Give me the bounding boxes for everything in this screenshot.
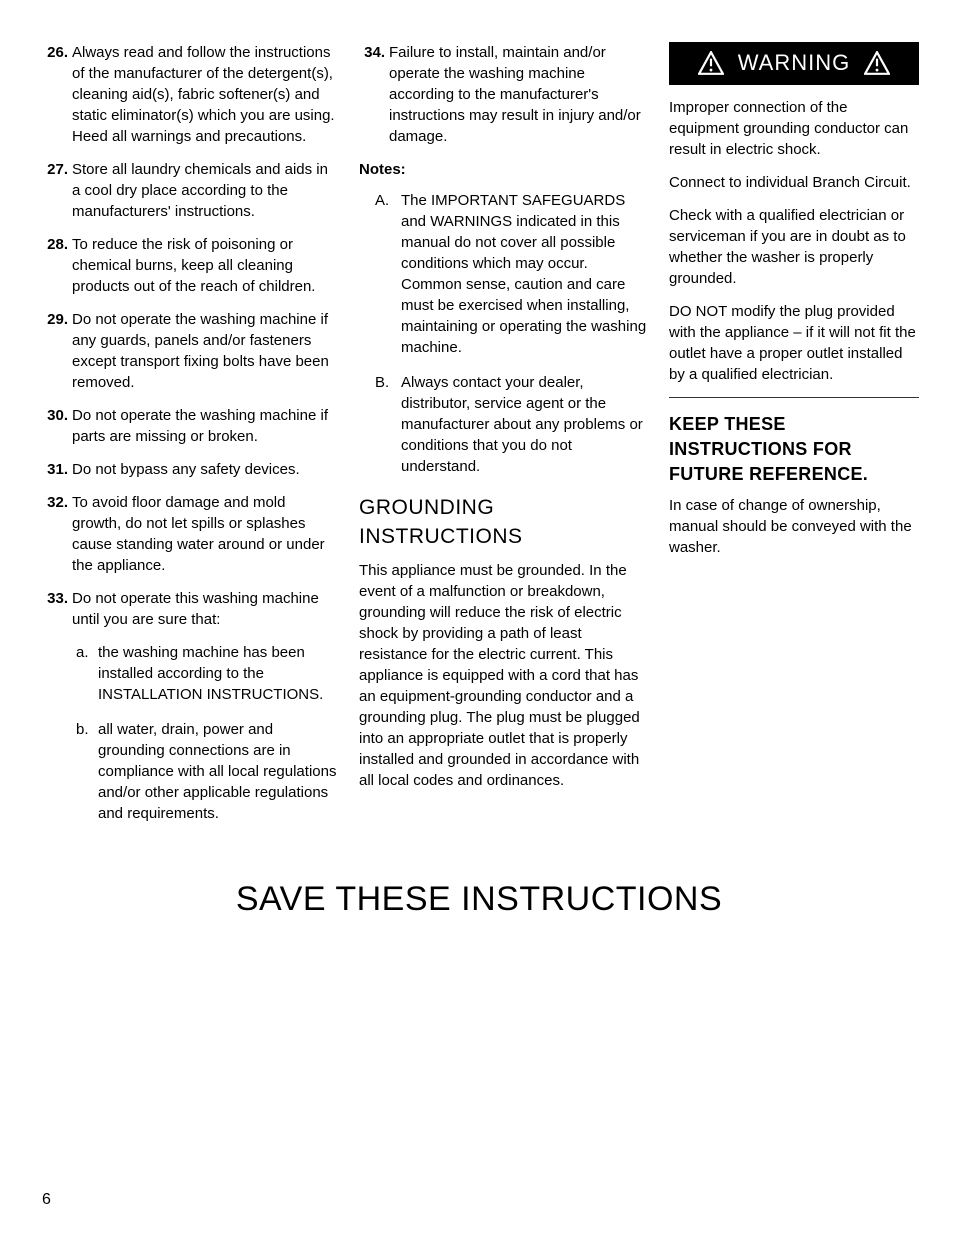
list-item: 33. Do not operate this washing machine … <box>42 588 337 838</box>
item-number: 26. <box>42 42 72 147</box>
list-item: 32. To avoid floor damage and mold growt… <box>42 492 337 576</box>
list-item: 28. To reduce the risk of poisoning or c… <box>42 234 337 297</box>
page-number: 6 <box>42 1189 51 1211</box>
note-item: B. Always contact your dealer, distribut… <box>375 372 647 477</box>
item-text: Do not operate the washing machine if pa… <box>72 405 337 447</box>
notes-label: Notes: <box>359 159 647 180</box>
item-text: Failure to install, maintain and/or oper… <box>389 42 647 147</box>
note-letter: A. <box>375 190 401 358</box>
warning-triangle-icon <box>698 51 724 75</box>
sub-text: the washing machine has been installed a… <box>98 642 337 705</box>
divider <box>669 397 919 398</box>
list-item: 34. Failure to install, maintain and/or … <box>359 42 647 147</box>
item-text: Do not operate the washing machine if an… <box>72 309 337 393</box>
grounding-title: GROUNDING INSTRUCTIONS <box>359 493 647 552</box>
item-text: To avoid floor damage and mold growth, d… <box>72 492 337 576</box>
item-number: 32. <box>42 492 72 576</box>
sub-item: b. all water, drain, power and grounding… <box>72 719 337 824</box>
grounding-text: This appliance must be grounded. In the … <box>359 560 647 791</box>
item-text: Store all laundry chemicals and aids in … <box>72 159 337 222</box>
keep-text: In case of change of ownership, manual s… <box>669 495 919 558</box>
column-1: 26. Always read and follow the instructi… <box>42 42 337 850</box>
sub-item: a. the washing machine has been installe… <box>72 642 337 705</box>
list-item: 29. Do not operate the washing machine i… <box>42 309 337 393</box>
warning-para: Improper connection of the equipment gro… <box>669 97 919 160</box>
sub-list: a. the washing machine has been installe… <box>72 642 337 824</box>
list-item: 30. Do not operate the washing machine i… <box>42 405 337 447</box>
item-number: 34. <box>359 42 389 147</box>
item-text: Do not operate this washing machine unti… <box>72 588 337 838</box>
item-number: 30. <box>42 405 72 447</box>
item-text: Do not bypass any safety devices. <box>72 459 337 480</box>
note-letter: B. <box>375 372 401 477</box>
item-number: 33. <box>42 588 72 838</box>
warning-header: WARNING <box>669 42 919 85</box>
sub-letter: b. <box>72 719 98 824</box>
save-instructions-heading: SAVE THESE INSTRUCTIONS <box>42 876 916 924</box>
warning-triangle-icon <box>864 51 890 75</box>
list-item: 26. Always read and follow the instructi… <box>42 42 337 147</box>
item-text: Always read and follow the instructions … <box>72 42 337 147</box>
column-2: 34. Failure to install, maintain and/or … <box>359 42 647 850</box>
sub-text: all water, drain, power and grounding co… <box>98 719 337 824</box>
page-columns: 26. Always read and follow the instructi… <box>42 42 916 850</box>
warning-para: Connect to individual Branch Circuit. <box>669 172 919 193</box>
keep-title: KEEP THESE INSTRUCTIONS FOR FUTURE REFER… <box>669 412 919 488</box>
note-text: Always contact your dealer, distributor,… <box>401 372 647 477</box>
warning-label: WARNING <box>738 48 851 79</box>
item-text: To reduce the risk of poisoning or chemi… <box>72 234 337 297</box>
list-item: 27. Store all laundry chemicals and aids… <box>42 159 337 222</box>
warning-para: Check with a qualified electrician or se… <box>669 205 919 289</box>
column-3: WARNING Improper connection of the equip… <box>669 42 919 850</box>
safety-list-col2: 34. Failure to install, maintain and/or … <box>359 42 647 147</box>
note-text: The IMPORTANT SAFEGUARDS and WARNINGS in… <box>401 190 647 358</box>
notes-list: A. The IMPORTANT SAFEGUARDS and WARNINGS… <box>359 190 647 477</box>
list-item: 31. Do not bypass any safety devices. <box>42 459 337 480</box>
item-number: 28. <box>42 234 72 297</box>
safety-list-col1: 26. Always read and follow the instructi… <box>42 42 337 838</box>
sub-letter: a. <box>72 642 98 705</box>
note-item: A. The IMPORTANT SAFEGUARDS and WARNINGS… <box>375 190 647 358</box>
warning-para: DO NOT modify the plug provided with the… <box>669 301 919 385</box>
item-number: 31. <box>42 459 72 480</box>
item-text-lead: Do not operate this washing machine unti… <box>72 590 319 628</box>
item-number: 27. <box>42 159 72 222</box>
item-number: 29. <box>42 309 72 393</box>
